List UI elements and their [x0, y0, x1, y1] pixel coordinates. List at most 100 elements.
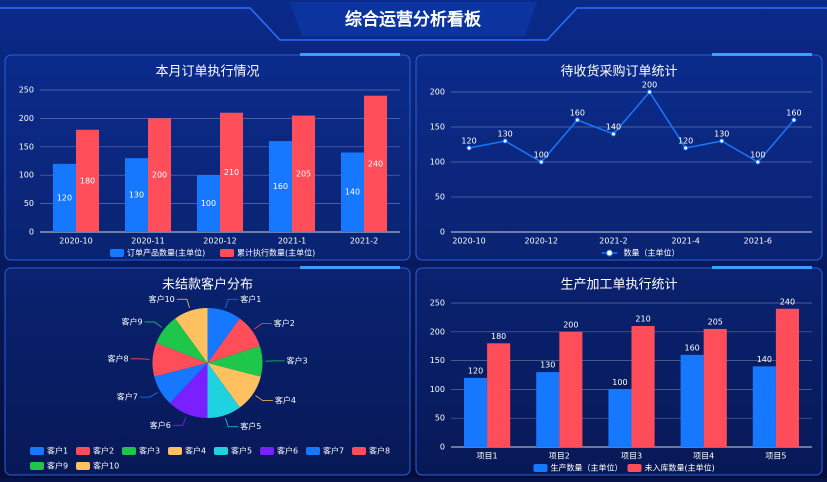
y-tick-label: 50 — [24, 199, 34, 208]
bar — [632, 326, 655, 447]
panel-accent — [300, 266, 400, 269]
point — [503, 139, 507, 143]
legend-label: 数量（主单位） — [624, 248, 680, 258]
panel-title: 生产加工单执行统计 — [560, 278, 677, 293]
value-label: 130 — [714, 130, 729, 139]
slice-label: 客户8 — [108, 353, 129, 363]
legend-label: 客户7 — [323, 446, 344, 456]
y-tick-label: 100 — [430, 385, 445, 394]
y-tick-label: 0 — [29, 228, 34, 237]
slice-label: 客户1 — [240, 294, 261, 304]
slice-label: 客户2 — [274, 318, 295, 328]
legend-label: 客户3 — [139, 446, 160, 456]
value-label: 100 — [534, 151, 549, 160]
value-label: 200 — [152, 171, 167, 180]
panel-title: 本月订单执行情况 — [155, 65, 259, 80]
panel-accent — [712, 266, 812, 269]
y-tick-label: 250 — [19, 86, 34, 95]
legend-swatch — [30, 462, 44, 470]
x-tick-label: 2020-12 — [525, 237, 558, 246]
slice-label: 客户5 — [240, 421, 261, 431]
bar — [536, 372, 559, 447]
legend-swatch — [260, 447, 274, 455]
value-label: 160 — [685, 343, 700, 352]
x-tick-label: 项目4 — [693, 452, 714, 461]
bar — [681, 355, 704, 447]
y-tick-label: 150 — [430, 356, 445, 365]
x-tick-label: 2020-12 — [203, 237, 236, 246]
value-label: 100 — [612, 378, 627, 387]
y-tick-label: 100 — [430, 158, 445, 167]
bar — [753, 366, 776, 447]
x-tick-label: 项目3 — [621, 452, 642, 461]
panel-accent — [712, 53, 812, 56]
legend-swatch — [534, 464, 548, 472]
legend-label: 客户1 — [47, 446, 68, 456]
y-tick-label: 200 — [430, 88, 445, 97]
slice-label: 客户10 — [149, 294, 175, 304]
x-tick-label: 2021-2 — [350, 237, 378, 246]
y-tick-label: 200 — [430, 327, 445, 336]
point — [684, 146, 688, 150]
x-tick-label: 2021-1 — [278, 237, 306, 246]
y-tick-label: 50 — [435, 414, 445, 423]
bar — [704, 329, 727, 447]
value-label: 120 — [57, 193, 72, 202]
value-label: 240 — [368, 159, 383, 168]
x-tick-label: 项目1 — [477, 452, 498, 461]
value-label: 130 — [129, 191, 144, 200]
x-tick-label: 项目2 — [549, 452, 570, 461]
value-label: 200 — [642, 81, 657, 90]
value-label: 120 — [461, 137, 476, 146]
y-tick-label: 200 — [19, 114, 34, 123]
point — [792, 118, 796, 122]
x-tick-label: 2021-6 — [744, 237, 772, 246]
legend-label: 客户8 — [369, 446, 390, 456]
legend-swatch — [76, 462, 90, 470]
x-tick-label: 2020-10 — [59, 237, 92, 246]
value-label: 210 — [224, 168, 239, 177]
legend-label: 客户2 — [93, 446, 114, 456]
point — [648, 90, 652, 94]
value-label: 205 — [708, 317, 723, 326]
value-label: 205 — [296, 169, 311, 178]
legend-point — [607, 250, 613, 256]
point — [756, 160, 760, 164]
legend-swatch — [306, 447, 320, 455]
value-label: 130 — [540, 361, 555, 370]
value-label: 140 — [757, 355, 772, 364]
panel-title: 待收货采购订单统计 — [560, 64, 677, 80]
legend-swatch — [110, 249, 124, 257]
page-title: 综合运营分析看板 — [345, 9, 482, 30]
legend-label: 订单产品数量(主单位) — [127, 248, 205, 258]
slice-label: 客户9 — [121, 316, 142, 326]
slice-label: 客户3 — [286, 355, 307, 365]
slice-label: 客户4 — [275, 395, 296, 405]
x-tick-label: 项目5 — [765, 452, 786, 461]
legend-swatch — [220, 249, 234, 257]
legend-label: 客户6 — [277, 446, 298, 456]
panel-accent — [300, 53, 400, 56]
x-tick-label: 2021-2 — [599, 237, 627, 246]
value-label: 120 — [678, 137, 693, 146]
x-tick-label: 2021-4 — [671, 237, 699, 246]
bar — [464, 378, 487, 447]
bar — [776, 309, 799, 447]
slice-label: 客户7 — [117, 392, 138, 402]
y-tick-label: 0 — [440, 228, 445, 237]
y-tick-label: 0 — [440, 443, 445, 452]
legend-swatch — [628, 464, 642, 472]
bar — [559, 332, 582, 447]
y-tick-label: 150 — [430, 123, 445, 132]
value-label: 200 — [563, 320, 578, 329]
point — [720, 139, 724, 143]
value-label: 240 — [780, 297, 795, 306]
value-label: 140 — [345, 188, 360, 197]
legend-label: 未入库数量(主单位) — [645, 463, 715, 473]
legend-label: 客户4 — [185, 446, 206, 456]
legend-swatch — [76, 447, 90, 455]
legend-label: 生产数量（主单位） — [551, 463, 623, 473]
bar — [608, 389, 631, 447]
